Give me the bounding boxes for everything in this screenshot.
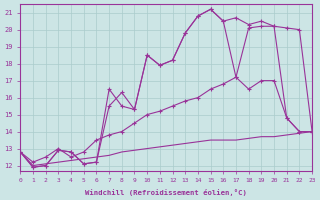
- X-axis label: Windchill (Refroidissement éolien,°C): Windchill (Refroidissement éolien,°C): [85, 189, 247, 196]
